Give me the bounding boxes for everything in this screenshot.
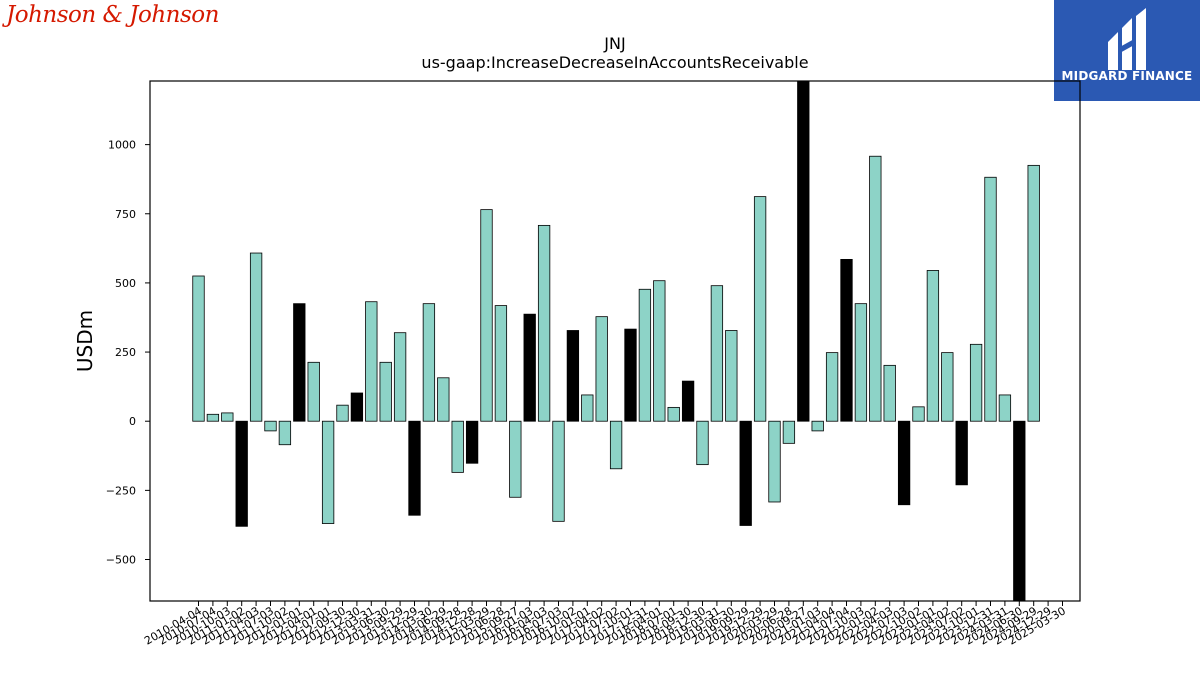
bar	[725, 330, 738, 422]
chart-title: JNJ	[603, 34, 625, 53]
y-tick-label: −500	[106, 554, 136, 567]
bar	[350, 392, 364, 422]
bar	[537, 224, 551, 422]
bar	[782, 420, 796, 444]
bar	[941, 352, 954, 422]
y-tick-label: 500	[115, 277, 136, 290]
bar	[595, 316, 608, 422]
bar	[581, 394, 594, 422]
bar	[897, 420, 911, 506]
bar	[408, 420, 421, 516]
bar	[696, 420, 709, 466]
midgard-finance-wordmark: MIDGARD FINANCE	[1061, 69, 1193, 83]
bar	[969, 343, 983, 422]
bar	[984, 176, 997, 422]
bar	[523, 313, 536, 422]
bar	[854, 303, 868, 422]
bar	[624, 328, 637, 422]
bar	[451, 420, 464, 473]
johnson-and-johnson-logo: Johnson & Johnson	[6, 2, 219, 28]
bar	[840, 258, 853, 422]
bar	[379, 361, 392, 422]
bar	[653, 280, 666, 422]
y-tick-label: 1000	[108, 139, 136, 152]
bar	[955, 420, 968, 486]
y-axis-label: USDm	[73, 310, 97, 372]
bar	[393, 332, 407, 422]
bar	[768, 420, 781, 503]
bar	[710, 285, 724, 422]
bar	[494, 305, 508, 422]
chart-subtitle: us-gaap:IncreaseDecreaseInAccountsReceiv…	[421, 53, 808, 72]
bar	[926, 270, 940, 422]
bar	[609, 420, 623, 470]
bar	[249, 252, 263, 422]
bar	[998, 394, 1012, 422]
bar	[264, 420, 277, 432]
midgard-finance-logo: MIDGARD FINANCE	[1054, 0, 1200, 101]
bar-series	[192, 81, 1040, 601]
plot-area: −500−250025050075010002010-04-042010-07-…	[106, 80, 1081, 648]
bar	[206, 413, 220, 422]
bar	[437, 377, 450, 422]
bar	[235, 420, 248, 527]
bar	[336, 404, 349, 422]
bar	[566, 330, 580, 422]
bar	[869, 155, 882, 422]
bar	[753, 196, 767, 422]
y-tick-label: −250	[106, 484, 136, 497]
bar	[465, 420, 479, 464]
bar	[797, 81, 810, 422]
bar	[883, 364, 896, 422]
bar	[1027, 164, 1040, 422]
bar	[307, 361, 320, 422]
y-tick-label: 250	[115, 346, 136, 359]
y-tick-label: 750	[115, 208, 136, 221]
bar	[825, 352, 839, 422]
bar	[667, 406, 680, 422]
bar	[221, 412, 234, 422]
bar	[365, 301, 378, 422]
bar	[681, 380, 695, 422]
bar	[912, 406, 925, 422]
bar	[293, 303, 306, 422]
bar	[811, 420, 824, 432]
bar	[1013, 420, 1026, 601]
bar	[278, 420, 292, 446]
bar	[739, 420, 752, 526]
bar	[480, 209, 493, 422]
bar	[422, 303, 436, 422]
midgard-finance-logo-icon	[1108, 8, 1146, 70]
bar	[552, 420, 565, 522]
bar	[321, 420, 335, 524]
y-tick-label: 0	[129, 415, 136, 428]
plot-frame	[149, 80, 1081, 602]
bar	[638, 288, 652, 422]
bar	[509, 420, 522, 498]
bar	[192, 275, 205, 422]
